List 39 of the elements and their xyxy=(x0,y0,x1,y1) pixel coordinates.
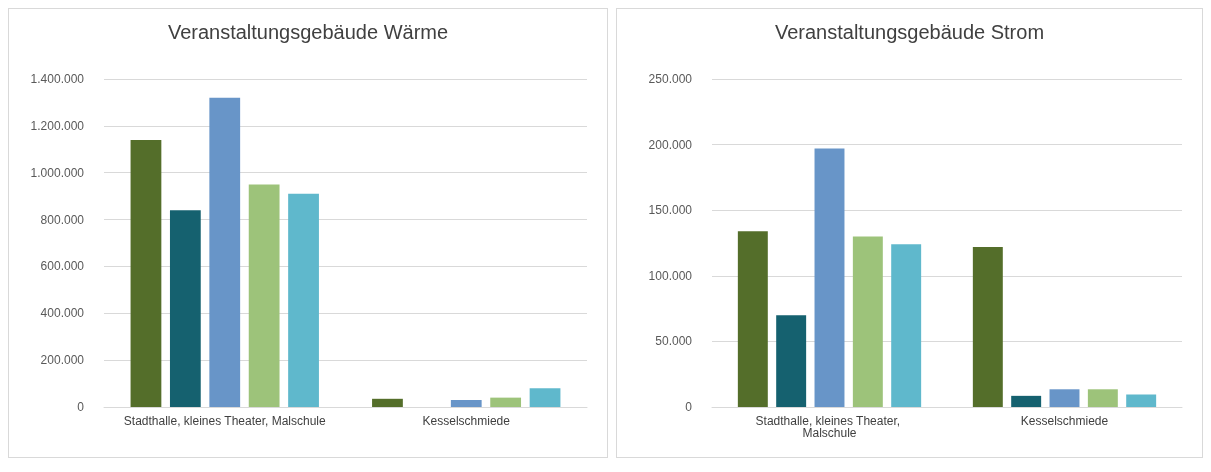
y-tick-label: 100.000 xyxy=(648,268,693,283)
bar xyxy=(1049,389,1080,407)
y-tick-label: 400.000 xyxy=(40,306,85,321)
bar xyxy=(288,193,319,407)
bar xyxy=(130,139,162,407)
y-tick-label: 0 xyxy=(77,400,85,414)
bar xyxy=(1087,389,1118,407)
bar xyxy=(737,231,768,407)
bar xyxy=(450,399,482,407)
bar xyxy=(814,148,845,407)
bar xyxy=(209,97,241,407)
bar xyxy=(529,388,561,407)
bar xyxy=(1011,395,1042,407)
y-tick-label: 150.000 xyxy=(648,203,693,218)
y-tick-label: 200.000 xyxy=(648,137,693,152)
y-tick-label: 1.000.000 xyxy=(30,165,85,180)
y-tick-label: 1.200.000 xyxy=(30,118,85,133)
bar xyxy=(1126,394,1157,407)
bar xyxy=(169,210,201,407)
x-tick-label: Kesselschmiede xyxy=(1020,414,1109,428)
bar xyxy=(372,398,403,407)
y-tick-label: 250.000 xyxy=(648,72,693,86)
x-tick-label: Stadthalle, kleines Theater, Malschule xyxy=(123,414,327,428)
chart-title: Veranstaltungsgebäude Strom xyxy=(774,21,1045,43)
bar xyxy=(852,236,883,407)
bar xyxy=(490,397,522,407)
y-tick-label: 200.000 xyxy=(40,353,85,368)
bar xyxy=(776,315,807,407)
bar xyxy=(972,246,1003,407)
y-tick-label: 1.400.000 xyxy=(30,72,85,86)
chart-title: Veranstaltungsgebäude Wärme xyxy=(167,21,449,43)
y-tick-label: 800.000 xyxy=(40,212,85,227)
y-tick-label: 50.000 xyxy=(655,334,693,349)
y-tick-label: 600.000 xyxy=(40,259,85,274)
x-tick-label: Kesselschmiede xyxy=(422,414,511,428)
x-tick-label: Stadthalle, kleines Theater, Malschule xyxy=(755,414,904,440)
bar xyxy=(248,184,280,407)
y-tick-label: 0 xyxy=(685,400,693,414)
bar xyxy=(891,244,922,407)
